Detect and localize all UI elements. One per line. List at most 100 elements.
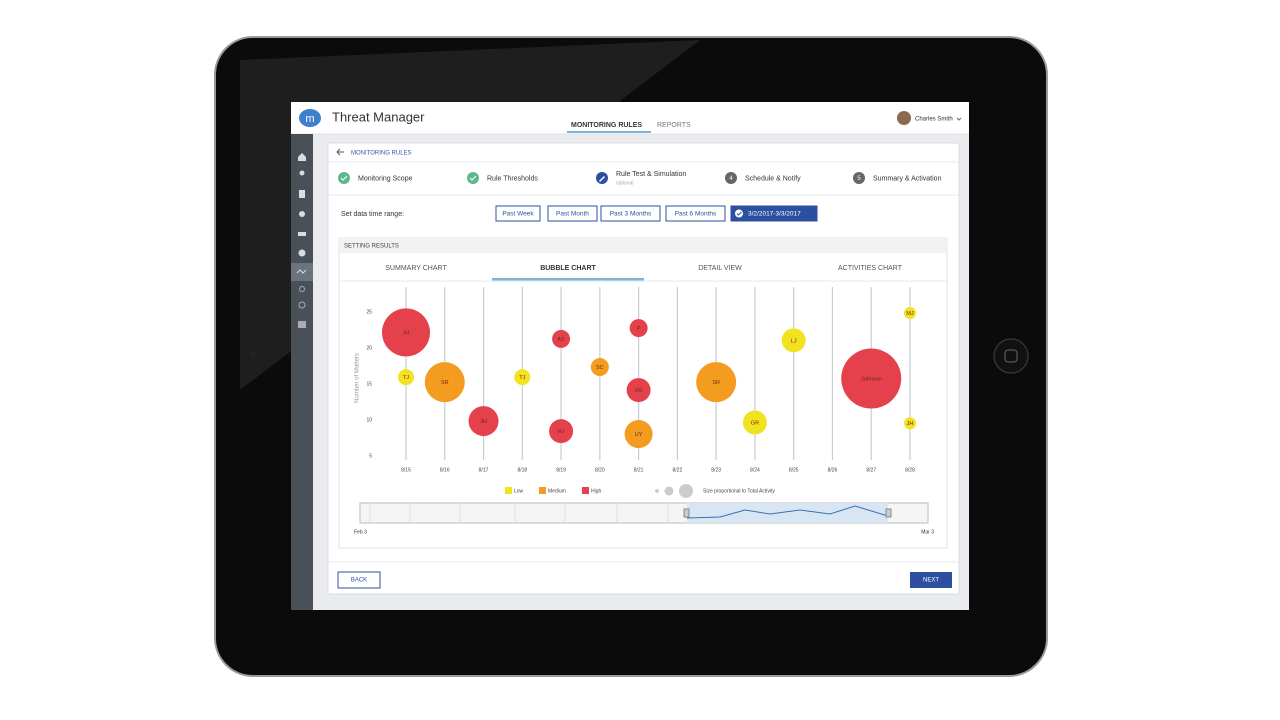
range-button[interactable] (665, 205, 726, 222)
bubble[interactable] (781, 328, 806, 353)
home-button[interactable] (993, 338, 1029, 374)
bubble[interactable] (696, 362, 737, 403)
back-arrow[interactable] (336, 148, 344, 156)
x-tick-label: 8/25 (789, 467, 799, 473)
legend-swatch (505, 487, 512, 494)
y-tick-label: 5 (369, 454, 372, 460)
bubble-label: SR (712, 380, 720, 386)
step-check (469, 175, 477, 181)
range-slider (359, 502, 929, 524)
panel-tab[interactable]: DETAIL VIEW (698, 265, 742, 272)
range-button-label[interactable]: Past Month (556, 211, 589, 218)
bubble[interactable] (742, 410, 767, 435)
icon-alert[interactable] (298, 249, 306, 257)
next-button-label[interactable]: NEXT (923, 578, 939, 584)
bubble[interactable] (468, 406, 499, 437)
slider-window (687, 503, 888, 523)
slider-handle[interactable] (683, 508, 690, 518)
bubble-label: SC (596, 365, 604, 371)
steps: Monitoring Scope Rule Thresholds Rule Test… (338, 171, 942, 186)
user-name[interactable]: Charles Smith (915, 117, 953, 123)
panel-title: SETTING RESULTS (344, 244, 399, 250)
step-label[interactable]: Rule Thresholds (487, 175, 538, 182)
slider-handle[interactable] (885, 508, 892, 518)
step-label[interactable]: Schedule & Notify (745, 175, 801, 182)
y-tick-label: 25 (366, 310, 372, 316)
step-label[interactable]: Monitoring Scope (358, 175, 413, 182)
icon-search[interactable] (299, 286, 305, 292)
size-legend-circle (679, 484, 693, 498)
panel-header (339, 238, 947, 253)
panel-tab[interactable]: ACTIVITIES CHART (838, 265, 903, 272)
back-button-label[interactable]: BACK (351, 578, 367, 584)
app-tab[interactable]: REPORTS (657, 122, 691, 129)
bubble[interactable] (424, 362, 465, 403)
next-button[interactable] (910, 572, 952, 588)
range-button-label[interactable]: 3/2/2017-3/3/2017 (748, 211, 801, 218)
bubble[interactable] (626, 378, 651, 403)
bubble[interactable] (514, 369, 531, 386)
icon-list[interactable] (298, 232, 306, 236)
tablet-camera (250, 352, 256, 358)
breadcrumb[interactable]: MONITORING RULES (351, 151, 412, 157)
bubble-label: P (637, 326, 641, 332)
bubble[interactable] (904, 417, 916, 430)
bubble[interactable] (904, 306, 916, 319)
legend-label: Low (514, 488, 524, 494)
header-bar (291, 102, 969, 134)
step-number: 4 (729, 176, 733, 182)
range-button[interactable] (547, 205, 598, 222)
bubble[interactable] (624, 420, 653, 449)
step-check (340, 175, 348, 181)
bubble[interactable] (552, 329, 571, 348)
x-tick-label: 8/26 (828, 467, 838, 473)
panel-tab-underline (492, 278, 644, 281)
bubble[interactable] (549, 419, 574, 444)
logo (299, 109, 321, 127)
back-button[interactable] (337, 571, 381, 589)
bubble[interactable] (398, 369, 414, 386)
step-pencil (599, 176, 605, 182)
bubble-label: SR (441, 380, 449, 386)
bubble[interactable] (590, 358, 609, 377)
bubble[interactable] (382, 308, 430, 357)
y-tick-label: 15 (366, 382, 372, 388)
bubble[interactable] (841, 348, 902, 409)
user-avatar[interactable] (897, 111, 911, 125)
legend-label: Medium (548, 488, 566, 494)
icon-home[interactable] (298, 153, 306, 161)
range-check (735, 209, 743, 218)
icon-docs[interactable] (299, 190, 305, 198)
icon-user[interactable] (299, 170, 305, 176)
bubble-label: MJ (906, 311, 914, 317)
step-sub: optional (616, 180, 634, 186)
app-title: Threat Manager (332, 109, 425, 124)
range-button-label[interactable]: Past Week (502, 211, 534, 218)
legend-swatch (539, 487, 546, 494)
size-legend-circle (655, 489, 659, 493)
bubble[interactable] (629, 319, 648, 338)
range-button[interactable] (600, 205, 661, 222)
icon-settings[interactable] (299, 211, 305, 217)
x-tick-label: 8/19 (556, 467, 566, 473)
icon-activity[interactable] (296, 269, 307, 274)
range-button[interactable] (495, 205, 541, 222)
panel-tab[interactable]: BUBBLE CHART (540, 265, 596, 272)
range-button[interactable] (730, 205, 818, 222)
step-label[interactable]: Summary & Activation (873, 175, 942, 182)
panel-tab[interactable]: SUMMARY CHART (385, 265, 447, 272)
step-label[interactable]: Rule Test & Simulation (616, 171, 686, 178)
icon-grid[interactable] (298, 321, 306, 328)
slider-grid (369, 503, 669, 523)
range-button-label[interactable]: Past 6 Months (675, 211, 717, 218)
icon-report[interactable] (298, 301, 306, 309)
size-note: Size proportional to Total Activity (703, 488, 775, 494)
user-menu-caret (956, 117, 962, 121)
size-legend-circle (664, 486, 674, 496)
bubble-label: JH (907, 421, 914, 427)
bubble-label: VG (635, 388, 643, 394)
bubble-label: AS (557, 337, 565, 343)
range-button-label[interactable]: Past 3 Months (610, 211, 652, 218)
app-tab[interactable]: MONITORING RULES (571, 122, 642, 129)
